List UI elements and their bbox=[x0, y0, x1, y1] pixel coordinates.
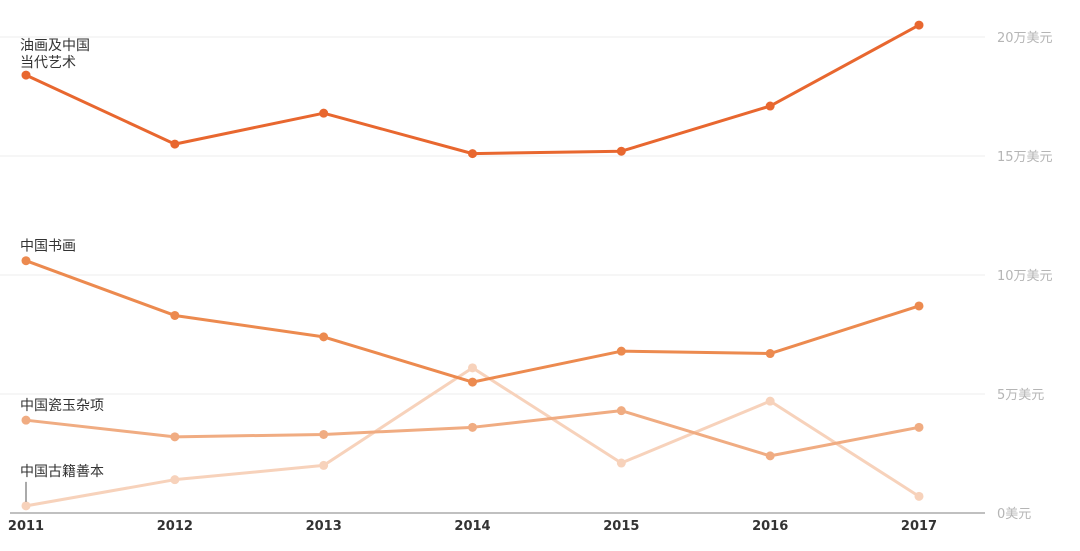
data-point bbox=[765, 451, 775, 461]
series-label: 中国书画 bbox=[20, 239, 76, 255]
y-axis-ticks: 0美元 5万美元 10万美元 15万美元 20万美元 bbox=[997, 31, 1053, 522]
y-tick-label: 0美元 bbox=[997, 507, 1031, 522]
data-point bbox=[616, 346, 626, 356]
data-point bbox=[319, 460, 329, 470]
x-axis-ticks: 2011 2012 2013 2014 2015 2016 2017 bbox=[8, 519, 937, 534]
data-point bbox=[468, 377, 477, 387]
data-point bbox=[170, 139, 180, 149]
series-line bbox=[24, 366, 921, 508]
data-point bbox=[319, 429, 329, 439]
series-1 bbox=[21, 256, 924, 387]
x-tick-label: 2015 bbox=[603, 519, 639, 534]
x-tick-label: 2011 bbox=[8, 519, 44, 534]
series-label: 中国古籍善本 bbox=[20, 463, 104, 502]
data-point bbox=[319, 108, 329, 118]
series-line bbox=[24, 23, 921, 156]
data-point bbox=[616, 146, 626, 156]
data-point bbox=[21, 415, 31, 425]
data-point bbox=[21, 501, 31, 511]
series-line bbox=[24, 409, 921, 458]
series-label-text: 中国古籍善本 bbox=[20, 463, 104, 480]
data-point bbox=[616, 406, 626, 416]
y-tick-label: 15万美元 bbox=[997, 150, 1053, 165]
data-point bbox=[468, 422, 477, 432]
y-tick-label: 5万美元 bbox=[997, 388, 1044, 403]
y-tick-label: 20万美元 bbox=[997, 31, 1053, 46]
data-point bbox=[765, 396, 775, 406]
data-point bbox=[914, 301, 924, 311]
series-0 bbox=[21, 20, 924, 159]
data-point bbox=[170, 475, 180, 485]
gridlines bbox=[0, 36, 985, 514]
series-lines bbox=[21, 20, 924, 511]
data-point bbox=[170, 310, 180, 320]
series-label-text: 中国瓷玉杂项 bbox=[20, 398, 104, 414]
data-point bbox=[765, 349, 775, 359]
data-point bbox=[914, 20, 924, 30]
y-tick-label: 10万美元 bbox=[997, 269, 1053, 284]
series-label-text: 油画及中国 bbox=[20, 38, 90, 54]
x-tick-label: 2014 bbox=[454, 519, 490, 534]
data-point bbox=[914, 491, 924, 501]
series-label-text: 当代艺术 bbox=[20, 55, 76, 71]
series-label-text: 中国书画 bbox=[20, 239, 76, 255]
series-label: 中国瓷玉杂项 bbox=[20, 398, 104, 414]
x-tick-label: 2013 bbox=[306, 519, 342, 534]
data-point bbox=[914, 422, 924, 432]
series-2 bbox=[21, 406, 924, 461]
data-point bbox=[468, 363, 477, 373]
data-point bbox=[468, 149, 477, 159]
data-point bbox=[21, 256, 31, 266]
series-3 bbox=[21, 363, 924, 511]
x-tick-label: 2012 bbox=[157, 519, 193, 534]
data-point bbox=[170, 432, 180, 442]
x-tick-label: 2017 bbox=[901, 519, 937, 534]
data-point bbox=[616, 458, 626, 468]
x-tick-label: 2016 bbox=[752, 519, 788, 534]
data-point bbox=[319, 332, 329, 342]
data-point bbox=[21, 70, 31, 80]
data-point bbox=[765, 101, 775, 111]
